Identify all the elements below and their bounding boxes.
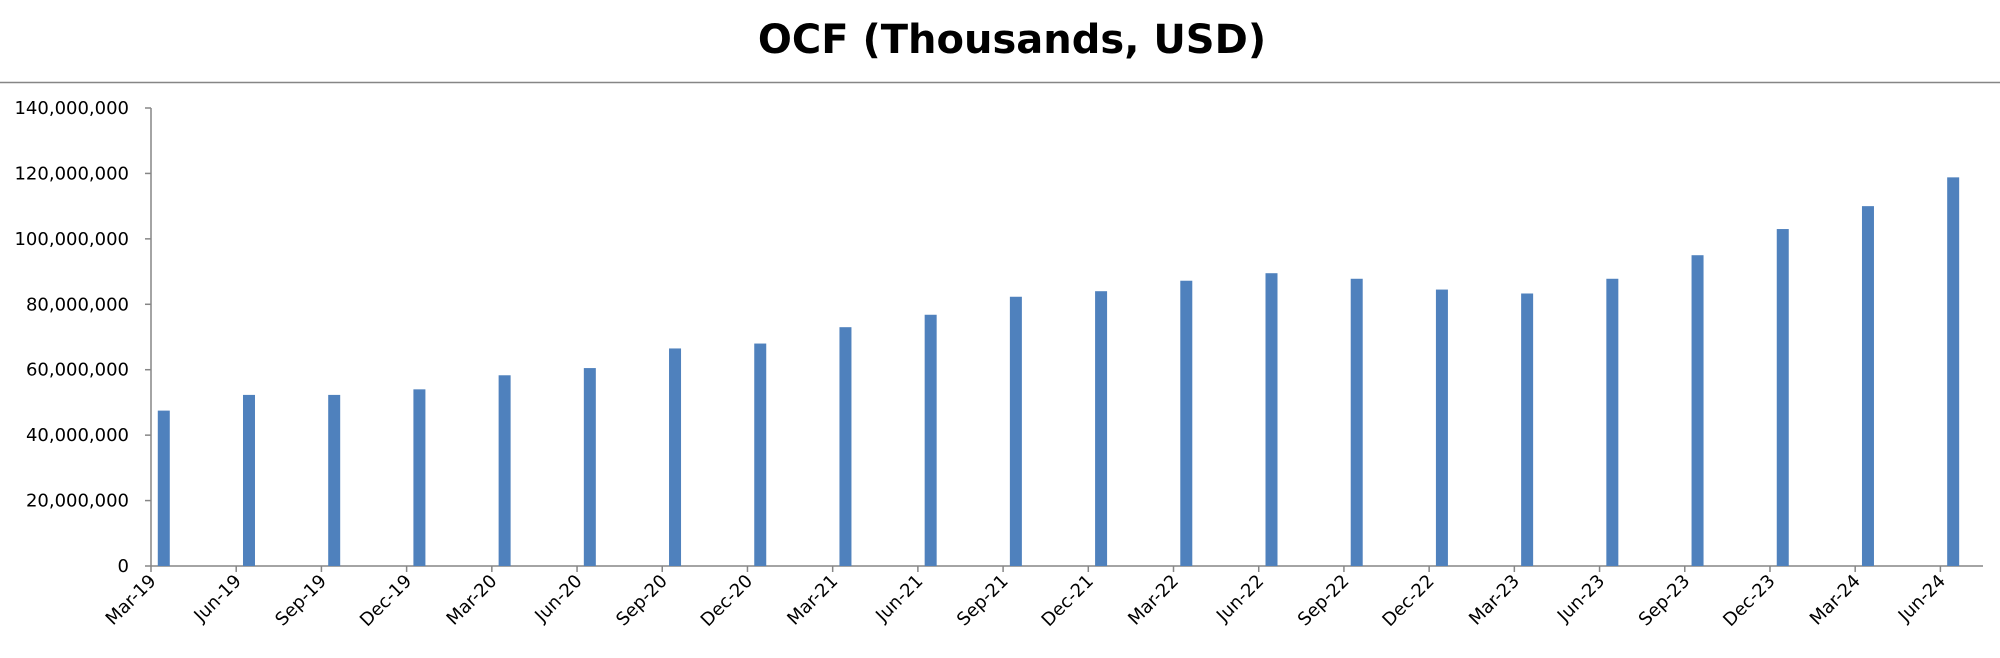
y-tick-label: 100,000,000 — [14, 229, 129, 250]
bar — [1009, 296, 1022, 566]
x-tick-label: Dec-21 — [1038, 571, 1098, 631]
bar — [1861, 206, 1874, 566]
x-tick-label: Mar-22 — [1124, 571, 1183, 630]
x-tick-label: Sep-23 — [1635, 571, 1695, 631]
x-tick-label: Mar-21 — [783, 571, 842, 630]
x-tick-label: Sep-21 — [953, 571, 1013, 631]
x-tick-label: Jun-19 — [190, 571, 246, 627]
bar — [242, 394, 255, 566]
bar — [839, 327, 852, 566]
x-tick-label: Sep-19 — [271, 571, 331, 631]
y-tick-label: 20,000,000 — [26, 491, 129, 512]
bar — [583, 368, 596, 566]
bar — [924, 314, 937, 566]
x-tick-label: Dec-20 — [697, 571, 757, 631]
x-tick-label: Sep-20 — [612, 571, 672, 631]
bar — [1521, 293, 1534, 566]
bar — [413, 389, 426, 566]
bar — [754, 343, 767, 566]
bar — [328, 394, 341, 566]
bar — [1691, 255, 1704, 566]
x-tick-label: Mar-23 — [1465, 571, 1524, 630]
y-tick-label: 80,000,000 — [26, 294, 129, 315]
bar — [157, 410, 170, 566]
x-tick-label: Mar-20 — [443, 571, 502, 630]
y-tick-label: 60,000,000 — [26, 360, 129, 381]
plot-area: 0 20,000,000 40,000,000 60,000,000 80,000,00… — [14, 98, 1983, 631]
bar — [1180, 280, 1193, 566]
bar — [1606, 278, 1619, 566]
x-tick-label: Sep-22 — [1294, 571, 1354, 631]
bar — [1350, 278, 1363, 566]
bar — [1776, 229, 1789, 567]
bar — [669, 348, 682, 566]
y-tick-label: 40,000,000 — [26, 425, 129, 446]
y-tick-label: 0 — [118, 556, 129, 577]
x-tick-label: Jun-24 — [1894, 571, 1950, 627]
x-tick-label: Dec-23 — [1719, 571, 1779, 631]
x-tick-label: Dec-22 — [1378, 571, 1438, 631]
x-tick-label: Jun-20 — [530, 571, 586, 627]
x-tick-label: Mar-24 — [1806, 571, 1865, 630]
bar — [1265, 273, 1278, 566]
x-tick-label: Dec-19 — [356, 571, 416, 631]
x-tick-label: Jun-23 — [1553, 571, 1609, 627]
y-tick-label: 120,000,000 — [14, 163, 129, 184]
x-tick-label: Jun-21 — [871, 571, 927, 627]
bar — [1095, 291, 1108, 566]
chart-title: OCF (Thousands, USD) — [758, 17, 1266, 63]
y-tick-label: 140,000,000 — [14, 98, 129, 119]
x-tick-label: Jun-22 — [1212, 571, 1268, 627]
x-tick-label: Mar-19 — [102, 571, 161, 630]
bar — [498, 375, 511, 566]
bar — [1947, 177, 1960, 566]
bar — [1435, 289, 1448, 566]
